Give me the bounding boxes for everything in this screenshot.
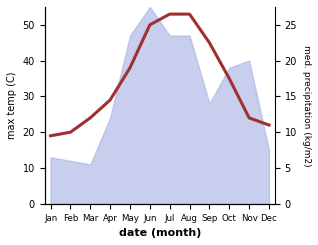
- Y-axis label: max temp (C): max temp (C): [7, 72, 17, 139]
- Y-axis label: med. precipitation (kg/m2): med. precipitation (kg/m2): [302, 45, 311, 166]
- X-axis label: date (month): date (month): [119, 228, 201, 238]
